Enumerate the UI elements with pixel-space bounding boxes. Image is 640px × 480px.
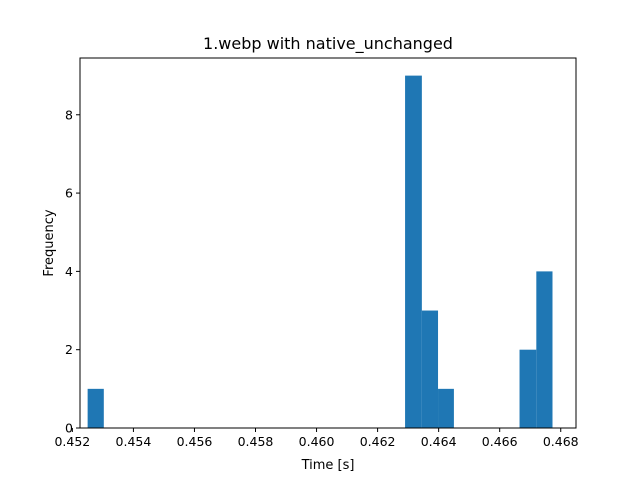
plot-frame (79, 57, 577, 429)
y-axis-ticks: 0 2 4 6 8 (65, 107, 80, 436)
histogram-bar (438, 388, 454, 428)
y-tick-label: 8 (65, 107, 73, 122)
histogram-bar (405, 75, 422, 428)
x-tick-label: 0.462 (360, 434, 396, 449)
x-axis-ticks: 0.452 0.454 0.456 0.458 0.460 0.462 0.464 0.466… (54, 428, 579, 449)
x-tick-label: 0.454 (116, 434, 152, 449)
x-tick-label: 0.460 (299, 434, 335, 449)
y-tick-label: 6 (65, 186, 73, 201)
y-tick-label: 2 (65, 342, 73, 357)
y-tick-label: 4 (65, 264, 73, 279)
y-tick-label: 0 (65, 421, 73, 436)
bars-group (87, 75, 553, 428)
x-tick-label: 0.466 (482, 434, 518, 449)
y-axis-label: Frequency (42, 209, 57, 276)
histogram-bar (87, 388, 104, 428)
x-tick-label: 0.468 (543, 434, 579, 449)
x-tick-label: 0.458 (238, 434, 274, 449)
x-tick-label: 0.452 (54, 434, 90, 449)
histogram-bar (536, 271, 553, 428)
histogram-bar (519, 349, 537, 428)
histogram-bar (421, 310, 439, 428)
chart-title: 1.webp with native_unchanged (203, 34, 453, 54)
x-tick-label: 0.456 (177, 434, 213, 449)
x-tick-label: 0.464 (421, 434, 457, 449)
x-axis-label: Time [s] (301, 458, 355, 473)
